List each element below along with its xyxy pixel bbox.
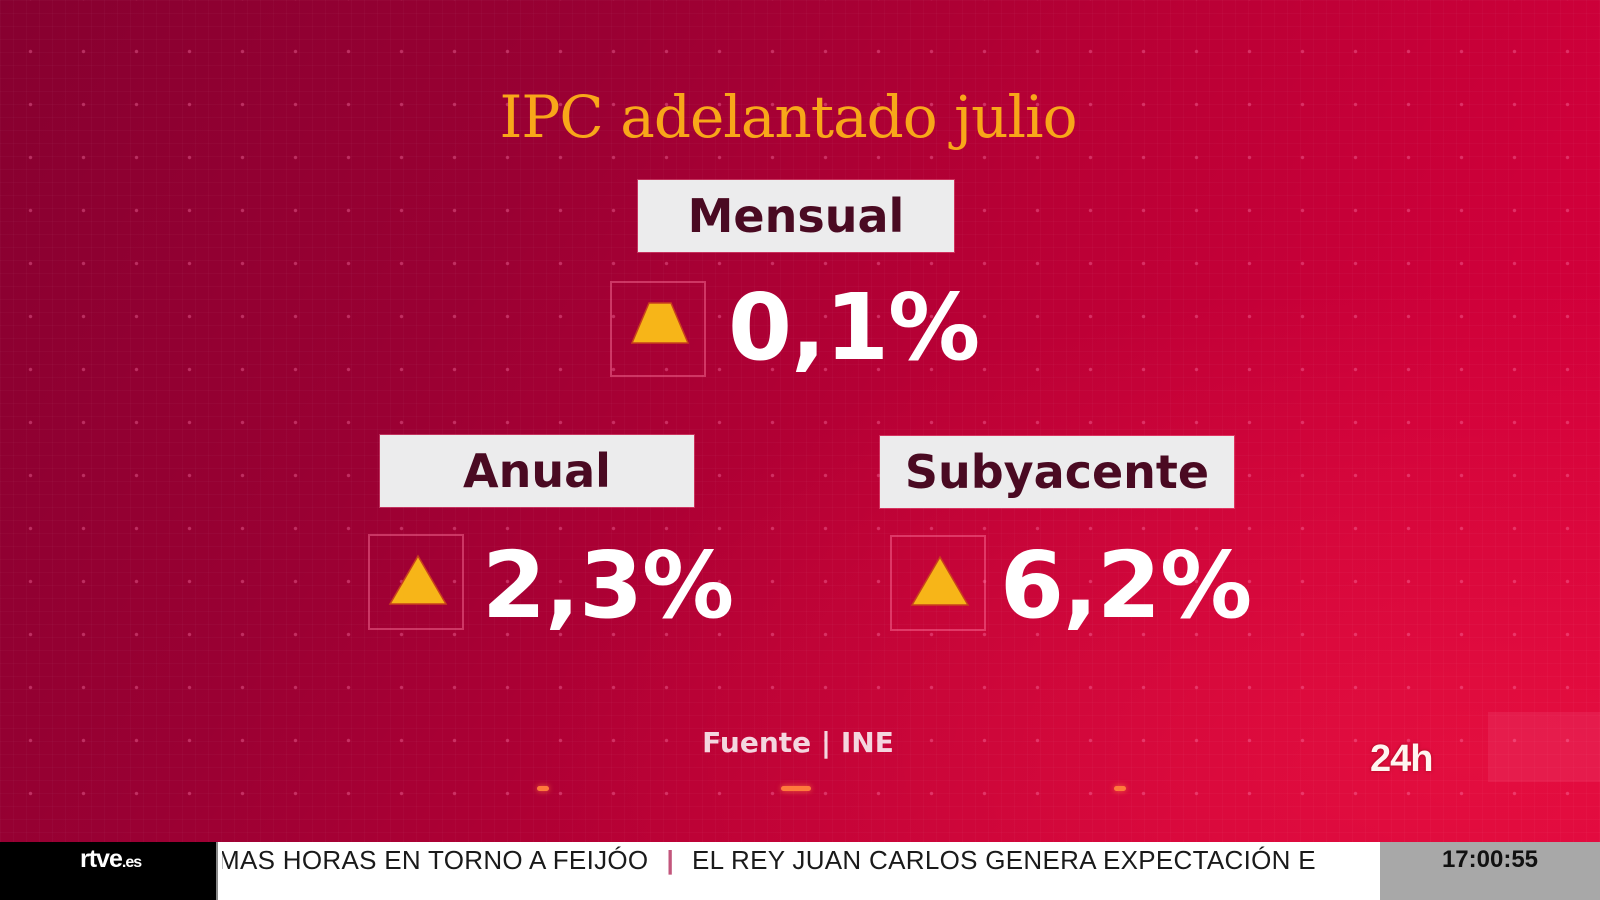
background-dots: [0, 0, 1600, 842]
label-subyacente: Subyacente: [880, 436, 1234, 508]
brand-suffix: .es: [121, 854, 142, 871]
decorative-dash: [537, 786, 549, 791]
label-anual: Anual: [380, 435, 694, 507]
value-mensual: 0,1%: [728, 274, 980, 381]
triangle-up-icon: [630, 302, 690, 344]
label-mensual: Mensual: [638, 180, 954, 252]
news-ticker: rtve.es MAS HORAS EN TORNO A FEIJÓO | EL R…: [0, 842, 1600, 900]
arrow-box-mensual: [610, 281, 706, 377]
channel-logo-text: 24h: [1370, 738, 1433, 780]
clock: 17:00:55: [1380, 842, 1600, 900]
arrow-box-subyacente: [890, 535, 986, 631]
source-credit: Fuente | INE: [702, 726, 894, 759]
ticker-headlines: MAS HORAS EN TORNO A FEIJÓO | EL REY JUAN …: [222, 842, 1380, 878]
decorative-dash: [781, 786, 811, 791]
broadcast-graphic: IPC adelantado julio Mensual 0,1% Anual …: [0, 0, 1600, 842]
headline: EL REY JUAN CARLOS GENERA EXPECTACIÓN E: [692, 845, 1316, 875]
channel-logo-24h: 24h: [1362, 724, 1470, 804]
graphic-title: IPC adelantado julio: [499, 83, 1078, 151]
arrow-box-anual: [368, 534, 464, 630]
background-grid: [0, 0, 1600, 842]
rtve-logo: rtve.es: [0, 842, 216, 900]
value-subyacente: 6,2%: [1000, 532, 1252, 639]
value-anual: 2,3%: [482, 532, 734, 639]
triangle-up-icon: [388, 554, 448, 605]
triangle-up-icon: [910, 555, 970, 606]
decorative-dash: [1114, 786, 1126, 791]
headline: MAS HORAS EN TORNO A FEIJÓO: [222, 845, 649, 875]
headline-separator: |: [666, 845, 675, 875]
brand-name: rtve: [80, 845, 123, 873]
divider: [216, 842, 218, 900]
decorative-panel: [1488, 712, 1600, 782]
